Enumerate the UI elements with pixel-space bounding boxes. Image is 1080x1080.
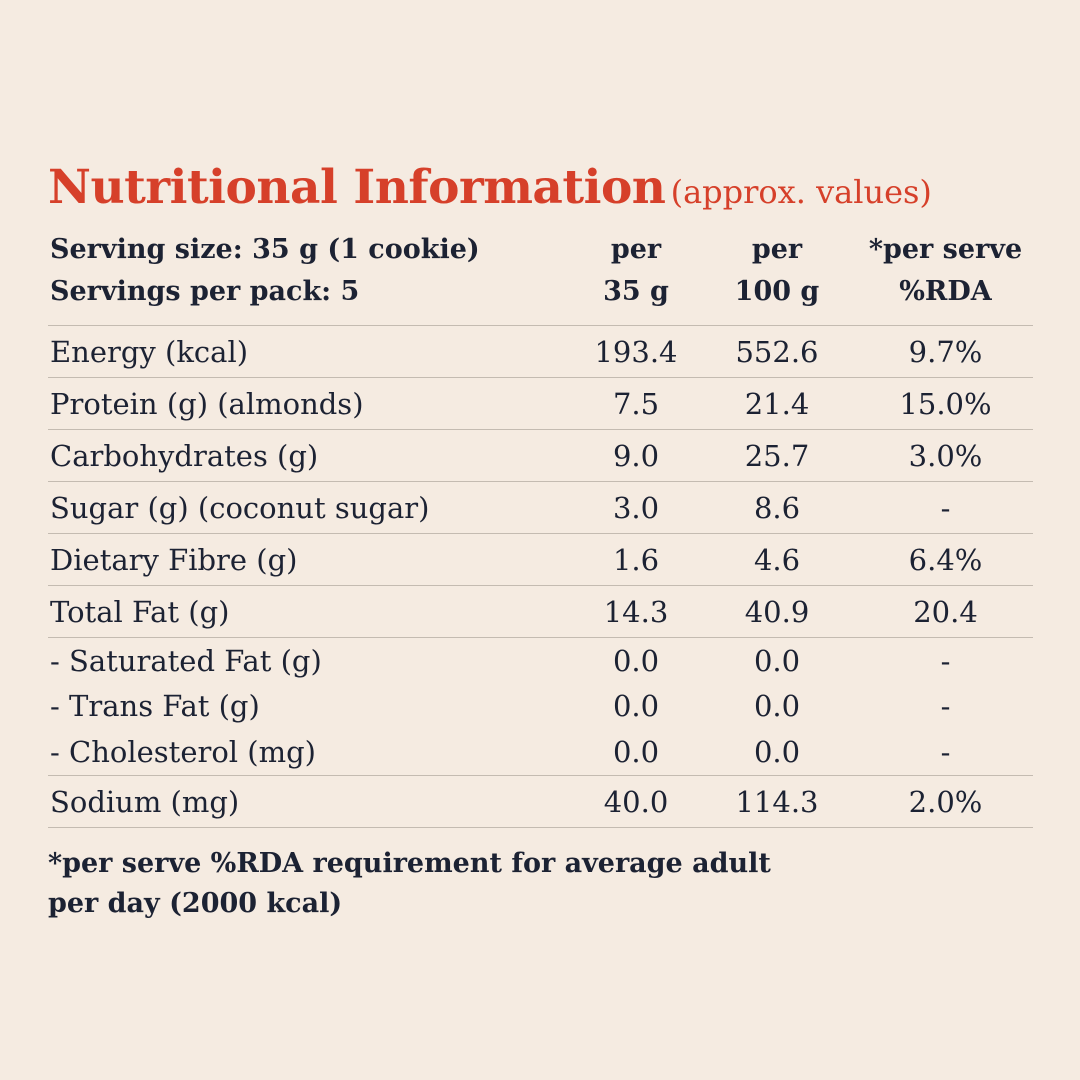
- value-per-100g: 25.7: [696, 429, 858, 482]
- serving-info: Serving size: 35 g (1 cookie) Servings p…: [48, 221, 576, 326]
- nutrient-label: - Trans Fat (g): [50, 688, 260, 723]
- value-per-serving: 193.4: [576, 325, 696, 378]
- value-rda: 15.0%: [858, 377, 1033, 430]
- value-per-100g: 0.0: [753, 688, 801, 723]
- column-header-per-100g: per 100 g: [696, 221, 858, 326]
- value-per-100g: 8.6: [696, 481, 858, 534]
- table-row: - Cholesterol (mg) 0.0 0.0 -: [48, 728, 1033, 776]
- table-row: Sodium (mg) 40.0 114.3 2.0%: [48, 775, 1033, 828]
- value-rda: -: [858, 728, 1033, 776]
- value-rda: -: [940, 643, 951, 678]
- table-row: Dietary Fibre (g) 1.6 4.6 6.4%: [48, 533, 1033, 586]
- value-per-100g: 4.6: [696, 533, 858, 586]
- title-main: Nutritional Information: [48, 160, 666, 215]
- nutrient-label: - Cholesterol (mg): [48, 728, 576, 776]
- servings-per-pack: Servings per pack: 5: [50, 276, 360, 307]
- table-row: - Trans Fat (g) 0.0 0.0 -: [48, 683, 1033, 728]
- value-per-serving: 0.0: [576, 728, 696, 776]
- value-per-serving: 0.0: [612, 688, 660, 723]
- value-per-serving: 14.3: [576, 585, 696, 638]
- value-rda: -: [940, 688, 951, 723]
- footnote-line: *per serve %RDA requirement for average …: [48, 848, 771, 879]
- table-row: Protein (g) (almonds) 7.5 21.4 15.0%: [48, 377, 1033, 430]
- table-row: - Saturated Fat (g) 0.0 0.0 -: [48, 638, 1033, 684]
- value-rda: 3.0%: [858, 429, 1033, 482]
- column-header-line: per: [610, 234, 662, 265]
- column-header-rda: *per serve %RDA: [858, 221, 1033, 326]
- value-per-100g: 0.0: [753, 643, 801, 678]
- value-per-100g: 21.4: [696, 377, 858, 430]
- value-rda: -: [858, 481, 1033, 534]
- nutrient-label: - Saturated Fat (g): [50, 643, 322, 678]
- value-per-100g: 114.3: [696, 775, 858, 828]
- nutrient-label: Protein (g) (almonds): [48, 377, 576, 430]
- column-header-line: *per serve: [868, 234, 1023, 265]
- nutrient-label: Total Fat (g): [48, 585, 576, 638]
- column-header-line: per: [751, 234, 803, 265]
- title: Nutritional Information (approx. values): [48, 155, 1033, 221]
- value-per-100g: 0.0: [696, 728, 858, 776]
- value-rda: 9.7%: [858, 325, 1033, 378]
- title-subtitle: (approx. values): [670, 173, 932, 211]
- column-header-line: 35 g: [603, 276, 669, 307]
- table-row: Total Fat (g) 14.3 40.9 20.4: [48, 585, 1033, 638]
- table-header: Serving size: 35 g (1 cookie) Servings p…: [48, 221, 1033, 326]
- value-rda: 6.4%: [858, 533, 1033, 586]
- column-header-line: %RDA: [899, 276, 992, 307]
- column-header-line: 100 g: [734, 276, 820, 307]
- nutrient-label: Energy (kcal): [48, 325, 576, 378]
- nutrient-label: Sodium (mg): [48, 775, 576, 828]
- nutrition-table: Serving size: 35 g (1 cookie) Servings p…: [48, 221, 1033, 828]
- nutrient-label: Sugar (g) (coconut sugar): [48, 481, 576, 534]
- value-rda: 2.0%: [858, 775, 1033, 828]
- value-per-100g: 40.9: [696, 585, 858, 638]
- footnote: *per serve %RDA requirement for average …: [48, 844, 848, 924]
- nutrition-panel: Nutritional Information (approx. values)…: [48, 155, 1033, 924]
- table-row: Carbohydrates (g) 9.0 25.7 3.0%: [48, 429, 1033, 482]
- nutrient-label: Dietary Fibre (g): [48, 533, 576, 586]
- value-rda: 20.4: [858, 585, 1033, 638]
- value-per-serving: 1.6: [576, 533, 696, 586]
- table-row: Energy (kcal) 193.4 552.6 9.7%: [48, 325, 1033, 378]
- table-row: Sugar (g) (coconut sugar) 3.0 8.6 -: [48, 481, 1033, 534]
- value-per-serving: 3.0: [576, 481, 696, 534]
- nutrient-label: Carbohydrates (g): [48, 429, 576, 482]
- value-per-serving: 7.5: [576, 377, 696, 430]
- value-per-100g: 552.6: [696, 325, 858, 378]
- value-per-serving: 9.0: [576, 429, 696, 482]
- serving-size: Serving size: 35 g (1 cookie): [50, 234, 480, 265]
- footnote-line: per day (2000 kcal): [48, 888, 343, 919]
- column-header-per-serving: per 35 g: [576, 221, 696, 326]
- value-per-serving: 0.0: [612, 643, 660, 678]
- value-per-serving: 40.0: [576, 775, 696, 828]
